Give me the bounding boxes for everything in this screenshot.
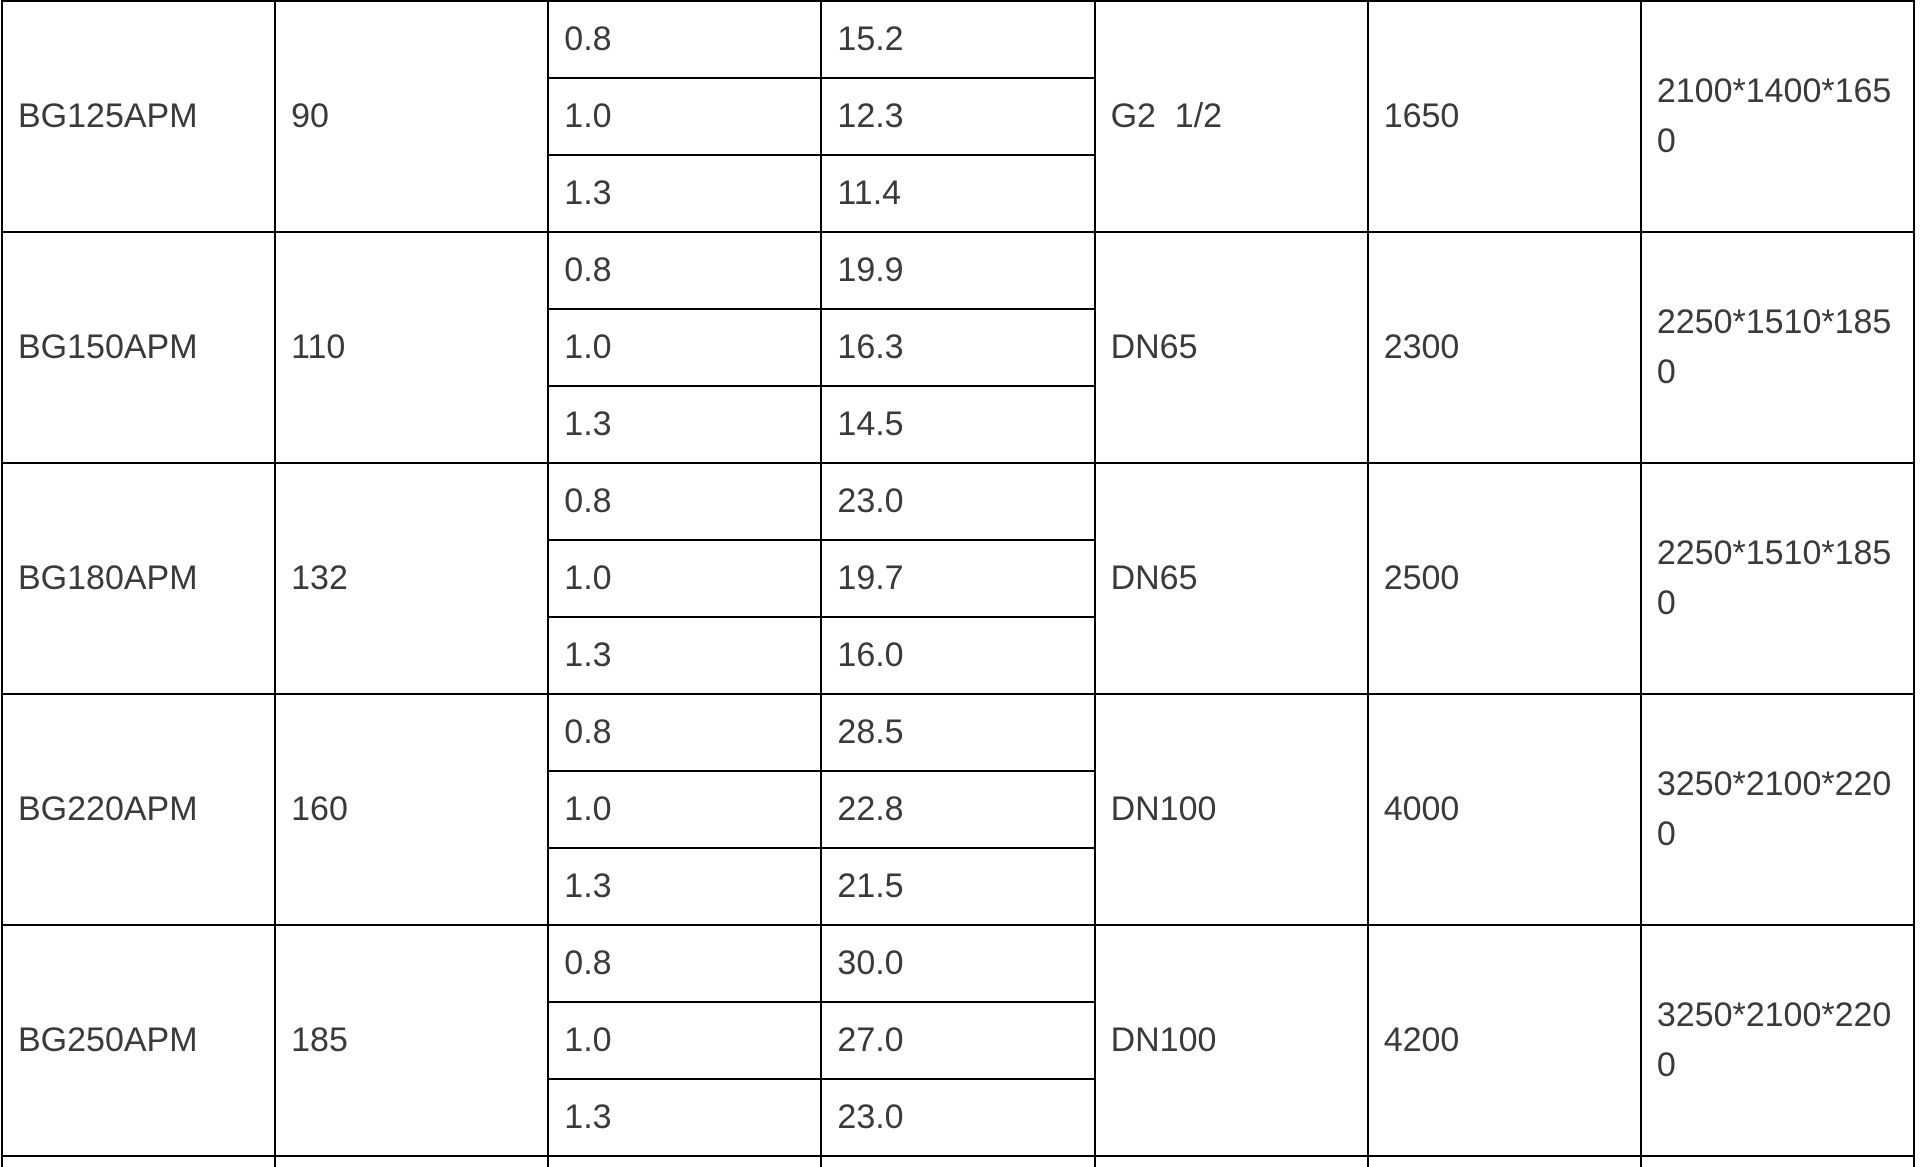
pressure-cell: 0.8 [547,693,823,772]
outlet-cell: DN100 [1093,693,1369,926]
model-cell: BG250APM [0,924,277,1157]
outlet-cell: DN100 [1093,924,1369,1157]
pressure-cell: 0.8 [547,924,823,1003]
power-cell: 160 [274,693,550,926]
table-row: BG180APM 132 0.8 23.0 DN65 2500 2250*151… [0,462,1916,695]
outlet-cell: DN65 [1093,231,1369,464]
table-row: 1.0 16.3 [2,308,1914,387]
table-row: BG250APM 185 0.8 30.0 DN100 4200 3250*21… [0,924,1916,1157]
model-cell: BG150APM [0,231,277,464]
weight-cell: 4200 [1366,924,1642,1157]
capacity-cell: 28.5 [820,693,1096,772]
capacity-cell: 12.3 [820,77,1096,156]
pressure-cell [547,1155,823,1167]
pressure-cell: 1.0 [547,308,823,387]
outlet-cell: G2 1/2 [1093,0,1369,233]
capacity-cell: 19.9 [820,231,1096,310]
capacity-cell: 21.5 [820,847,1096,926]
dimensions-cell: 3250*2100*2200 [1639,924,1916,1157]
power-cell: 132 [274,462,550,695]
capacity-cell: 14.5 [820,385,1096,464]
power-cell: 90 [274,0,550,233]
capacity-cell: 16.0 [820,616,1096,695]
capacity-cell: 22.8 [820,770,1096,849]
power-cell: 110 [274,231,550,464]
table-row: 1.0 12.3 [2,77,1914,156]
dimensions-cell: 2250*1510*1850 [1639,231,1916,464]
table-row-partial [0,1155,1916,1167]
capacity-cell: 30.0 [820,924,1096,1003]
capacity-cell: 11.4 [820,154,1096,233]
table-row: BG220APM 160 0.8 28.5 DN100 4000 3250*21… [0,693,1916,926]
weight-cell: 4000 [1366,693,1642,926]
table-row: 1.3 11.4 [2,154,1914,233]
pressure-cell: 1.0 [547,77,823,156]
pressure-cell: 1.3 [547,385,823,464]
table-row: 1.0 19.7 [2,539,1914,618]
table-row: 1.3 16.0 [2,616,1914,695]
capacity-cell: 19.7 [820,539,1096,618]
weight-cell [1366,1155,1642,1167]
capacity-cell: 27.0 [820,1001,1096,1080]
pressure-cell: 1.3 [547,847,823,926]
pressure-cell: 1.3 [547,154,823,233]
table-row: 1.3 21.5 [2,847,1914,926]
table-row: 1.3 14.5 [2,385,1914,464]
model-cell: BG125APM [0,0,277,233]
dimensions-cell: 2250*1510*1850 [1639,462,1916,695]
model-cell: BG180APM [0,462,277,695]
pressure-cell: 1.0 [547,1001,823,1080]
table-row: 1.0 27.0 [2,1001,1914,1080]
pressure-cell: 1.3 [547,1078,823,1157]
model-cell [0,1155,277,1167]
capacity-cell [820,1155,1096,1167]
dimensions-cell: 2100*1400*1650 [1639,0,1916,233]
dimensions-cell: 3250*2100*2200 [1639,693,1916,926]
table-row: BG150APM 110 0.8 19.9 DN65 2300 2250*151… [0,231,1916,464]
weight-cell: 2500 [1366,462,1642,695]
dimensions-cell [1639,1155,1916,1167]
capacity-cell: 16.3 [820,308,1096,387]
table-row: 1.0 22.8 [2,770,1914,849]
capacity-cell: 23.0 [820,462,1096,541]
model-cell: BG220APM [0,693,277,926]
table-row: BG125APM 90 0.8 15.2 G2 1/2 1650 2100*14… [0,0,1916,233]
power-cell [274,1155,550,1167]
weight-cell: 1650 [1366,0,1642,233]
outlet-cell: DN65 [1093,462,1369,695]
pressure-cell: 1.0 [547,539,823,618]
pressure-cell: 0.8 [547,231,823,310]
pressure-cell: 1.0 [547,770,823,849]
pressure-cell: 1.3 [547,616,823,695]
capacity-cell: 23.0 [820,1078,1096,1157]
power-cell: 185 [274,924,550,1157]
capacity-cell: 15.2 [820,0,1096,79]
pressure-cell: 0.8 [547,462,823,541]
weight-cell: 2300 [1366,231,1642,464]
table-row: 1.3 23.0 [2,1078,1914,1157]
outlet-cell [1093,1155,1369,1167]
pressure-cell: 0.8 [547,0,823,79]
